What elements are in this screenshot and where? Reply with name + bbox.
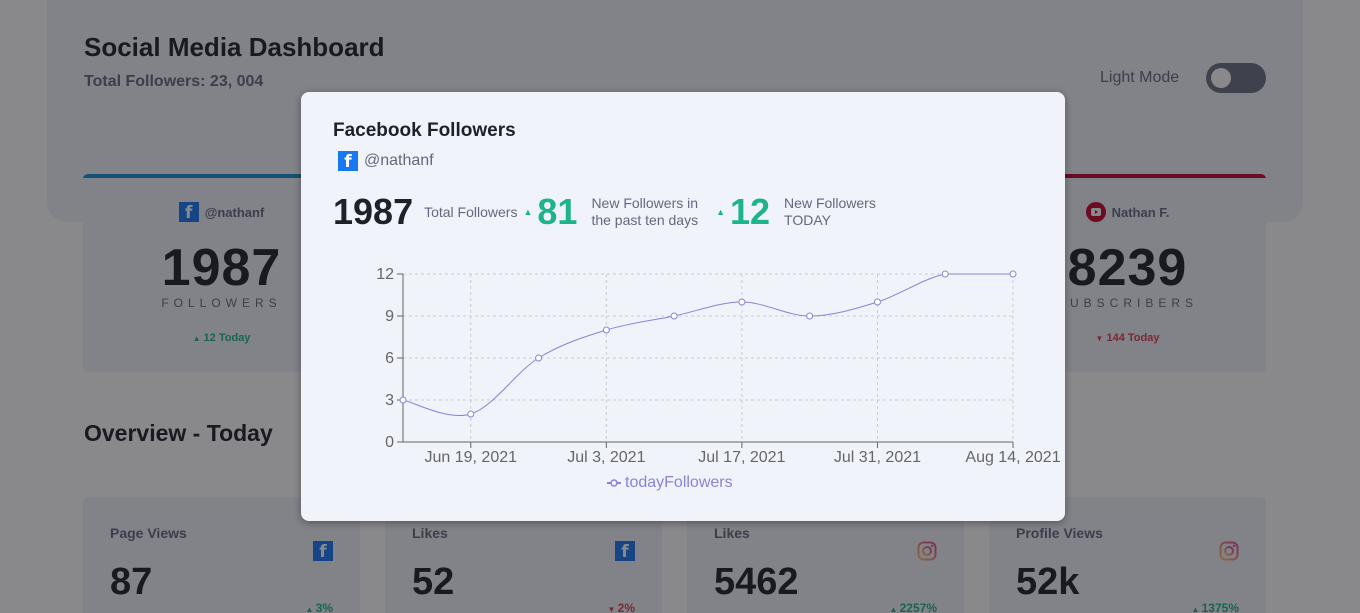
- svg-text:Jul 17, 2021: Jul 17, 2021: [698, 449, 785, 466]
- modal-handle: f @nathanf: [338, 151, 434, 171]
- series-line: [402, 273, 1014, 416]
- svg-text:12: 12: [376, 266, 394, 283]
- label-line: TODAY: [784, 212, 831, 228]
- y-axis-labels: 0 3 6 9 12: [376, 266, 394, 451]
- svg-text:3: 3: [385, 392, 394, 409]
- new-followers-10-days: 81: [537, 191, 578, 232]
- label-line: the past ten days: [591, 212, 699, 228]
- svg-text:Aug 14, 2021: Aug 14, 2021: [965, 449, 1060, 466]
- label-line: New Followers in: [591, 195, 699, 211]
- legend-label: todayFollowers: [625, 474, 733, 491]
- svg-text:0: 0: [385, 434, 394, 451]
- total-followers-value: 1987: [333, 191, 414, 232]
- new-followers-today-label: New Followers TODAY: [784, 195, 876, 229]
- arrow-up-icon: ▲: [523, 207, 533, 217]
- arrow-up-icon: ▲: [716, 207, 725, 217]
- series-points: [399, 270, 1017, 418]
- facebook-followers-modal: Facebook Followers f @nathanf 1987 Total…: [301, 92, 1065, 521]
- new-followers-10-days-label: New Followers in the past ten days: [591, 195, 698, 229]
- chart-legend[interactable]: todayFollowers: [607, 474, 733, 492]
- total-followers-label: Total Followers: [424, 204, 518, 220]
- x-axis-labels: Jun 19, 2021 Jul 3, 2021 Jul 17, 2021 Jul 3…: [425, 449, 1061, 466]
- svg-text:9: 9: [385, 308, 394, 325]
- chart-axes: [397, 273, 1014, 448]
- handle-text: @nathanf: [364, 152, 434, 169]
- label-line: New Followers: [784, 195, 876, 211]
- chart-grid: [403, 273, 1014, 442]
- facebook-icon: f: [338, 151, 358, 171]
- svg-text:Jun 19, 2021: Jun 19, 2021: [425, 449, 518, 466]
- modal-title: Facebook Followers: [333, 120, 516, 141]
- svg-text:6: 6: [385, 350, 394, 367]
- followers-line-chart: 0 3 6 9 12 Jun 19, 2021 Jul 3, 2021 Jul 17, 20…: [376, 266, 1061, 466]
- svg-text:Jul 31, 2021: Jul 31, 2021: [834, 449, 921, 466]
- modal-stats: 1987 Total Followers ▲ 81 New Followers …: [333, 191, 894, 232]
- legend-line-icon: [607, 479, 621, 487]
- svg-text:Jul 3, 2021: Jul 3, 2021: [567, 449, 645, 466]
- new-followers-today: 12: [730, 191, 771, 232]
